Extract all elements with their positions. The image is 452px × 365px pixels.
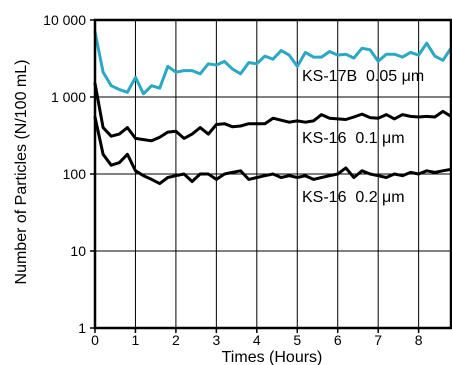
x-tick-label-0: 0: [91, 332, 99, 348]
x-tick-label-3: 3: [212, 332, 220, 348]
series-label-ks-16-0-1: KS-16 0.1 μm: [302, 130, 405, 147]
x-axis-title: Times (Hours): [222, 349, 323, 365]
x-tick-label-6: 6: [334, 332, 342, 348]
x-tick-label-4: 4: [253, 332, 261, 348]
series-line-0: [93, 30, 452, 96]
series-label-ks-17b: KS-17B 0.05 μm: [302, 68, 424, 85]
x-tick-label-1: 1: [132, 332, 140, 348]
y-tick-label-10: 10: [70, 243, 86, 259]
x-tick-label-8: 8: [415, 332, 423, 348]
series-layer: [93, 30, 452, 186]
series-line-1: [93, 81, 452, 143]
y-tick-label-10000: 10 000: [43, 12, 86, 28]
y-tick-label-1000: 1 000: [51, 89, 86, 105]
x-tick-label-2: 2: [172, 332, 180, 348]
y-tick-label-1: 1: [78, 320, 86, 336]
series-label-ks-16-0-2: KS-16 0.2 μm: [302, 189, 405, 206]
x-tick-label-5: 5: [293, 332, 301, 348]
label-layer: Times (Hours) Number of Particles (N/100…: [13, 60, 424, 365]
y-tick-label-100: 100: [63, 166, 87, 182]
x-tick-label-7: 7: [374, 332, 382, 348]
series-line-2: [93, 115, 452, 186]
y-axis-title: Number of Particles (N/100 mL): [13, 60, 30, 285]
